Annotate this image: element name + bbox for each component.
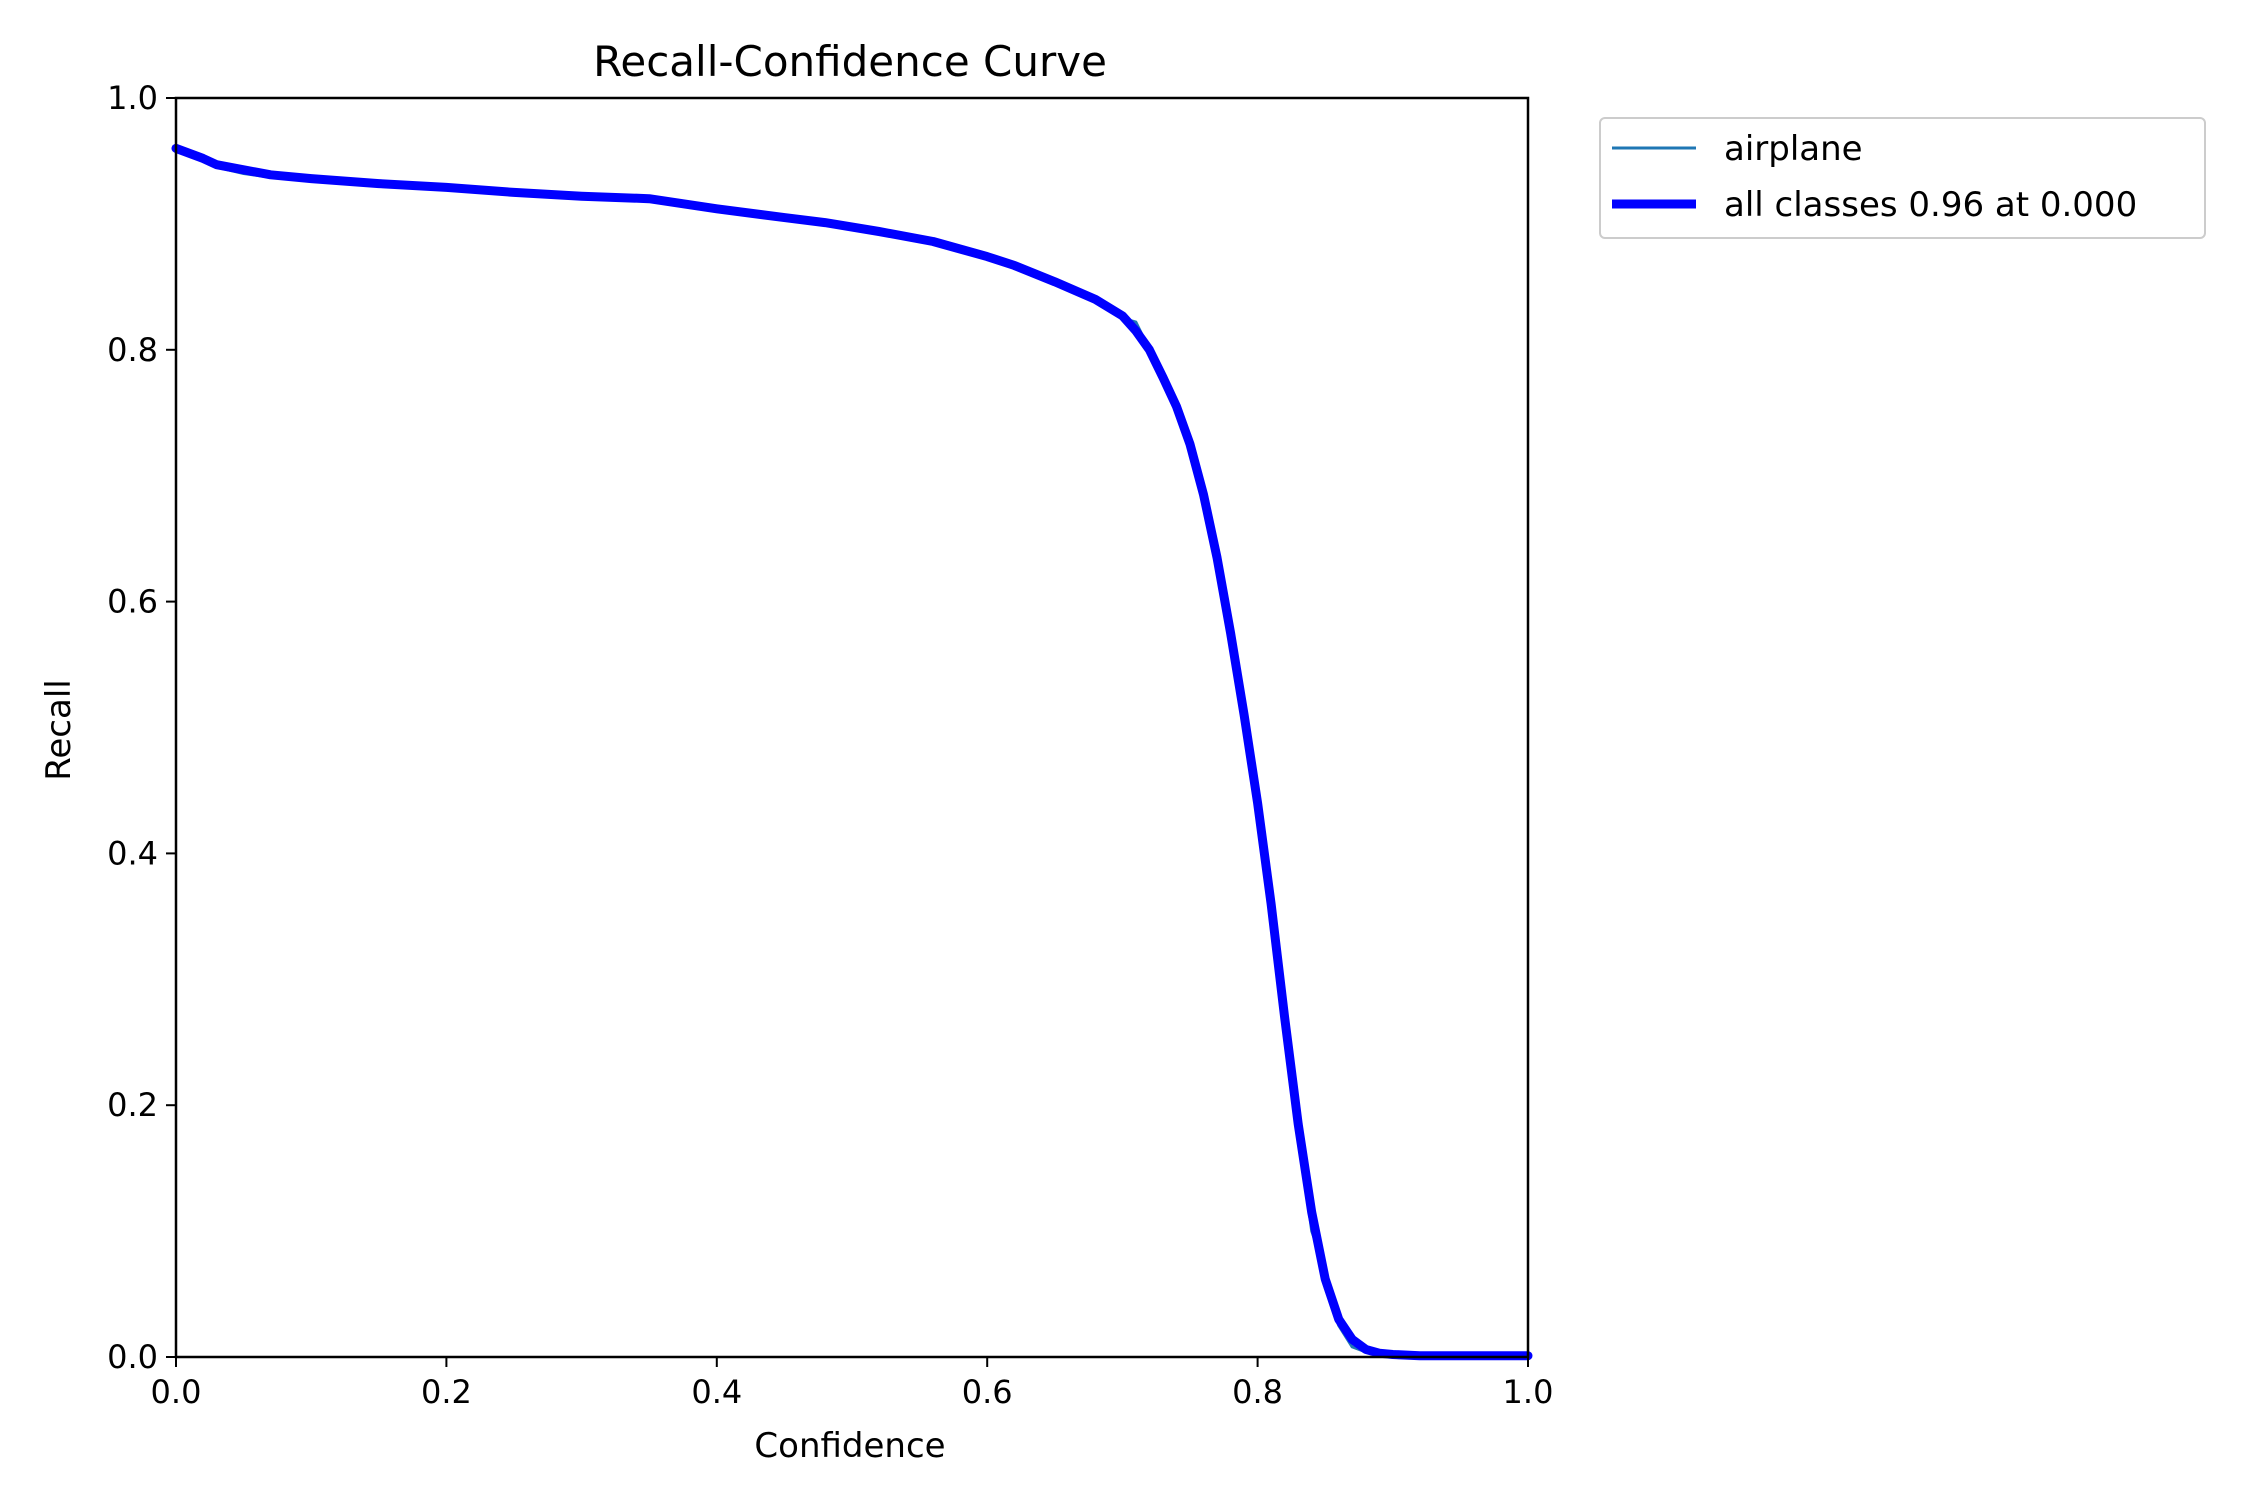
legend-label-1: airplane xyxy=(1724,129,1863,169)
x-tick-label: 0.8 xyxy=(1232,1373,1283,1411)
legend-label-2: all classes 0.96 at 0.000 xyxy=(1724,185,2137,225)
y-tick-label: 0.8 xyxy=(107,331,158,369)
plot-area: 0.0 0.2 0.4 0.6 0.8 1.0 0.0 0.2 0.4 0.6 0.8 1.0 xyxy=(107,79,1553,1411)
y-tick-label: 1.0 xyxy=(107,79,158,117)
y-tick-label: 0.6 xyxy=(107,583,158,621)
x-tick-label: 0.6 xyxy=(962,1373,1013,1411)
y-tick-label: 0.0 xyxy=(107,1338,158,1376)
legend: airplane all classes 0.96 at 0.000 xyxy=(1599,117,2206,239)
x-tick-label: 0.2 xyxy=(421,1373,472,1411)
x-tick-label: 0.0 xyxy=(151,1373,202,1411)
series-line-1 xyxy=(174,146,1530,1358)
y-axis-label: Recall xyxy=(39,679,79,780)
chart-title: Recall-Confidence Curve xyxy=(593,37,1107,86)
series-line-2 xyxy=(171,143,1533,1361)
plot-frame xyxy=(174,96,1530,1359)
y-tick-label: 0.2 xyxy=(107,1086,158,1124)
y-tick-label: 0.4 xyxy=(107,834,158,872)
x-tick-label: 0.4 xyxy=(691,1373,742,1411)
x-tick-label: 1.0 xyxy=(1503,1373,1554,1411)
legend-box xyxy=(1599,117,2206,239)
x-axis-label: Confidence xyxy=(754,1426,945,1466)
